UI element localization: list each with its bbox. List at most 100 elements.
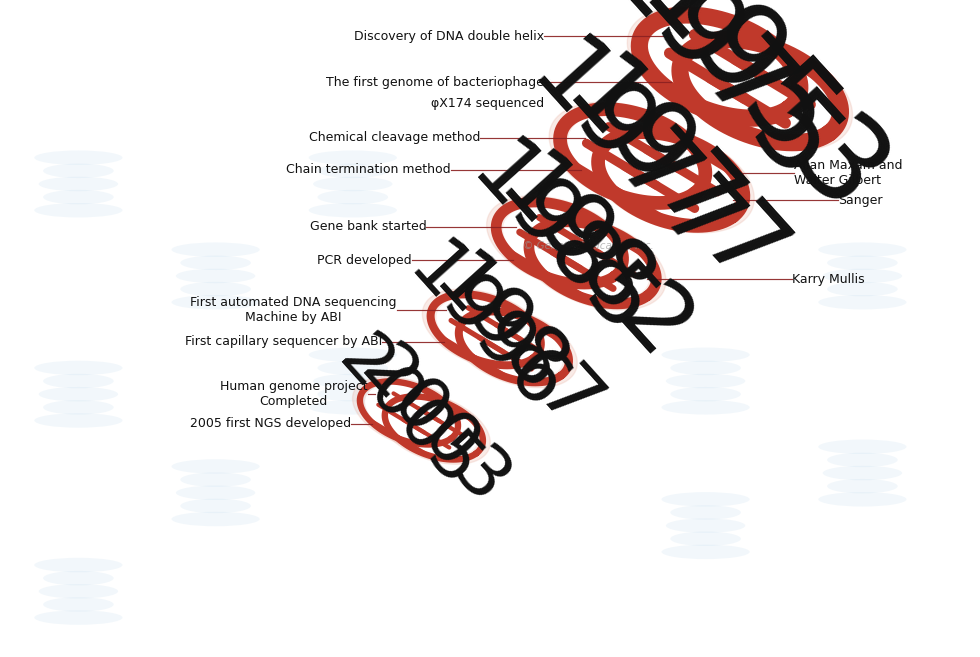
Ellipse shape: [34, 413, 122, 428]
Ellipse shape: [38, 584, 118, 599]
Ellipse shape: [38, 387, 118, 401]
Text: 1975: 1975: [583, 0, 856, 210]
Ellipse shape: [43, 597, 114, 612]
Text: Sanger: Sanger: [838, 194, 882, 207]
Ellipse shape: [180, 282, 251, 296]
Ellipse shape: [313, 374, 392, 388]
Polygon shape: [668, 32, 853, 150]
Text: 1982: 1982: [478, 143, 707, 382]
Text: Chemical cleavage method: Chemical cleavage method: [309, 131, 480, 145]
Ellipse shape: [670, 532, 741, 546]
Text: First capillary sequencer by ABI: First capillary sequencer by ABI: [185, 335, 382, 348]
Ellipse shape: [172, 295, 260, 309]
Ellipse shape: [318, 190, 388, 204]
Ellipse shape: [827, 479, 898, 493]
Ellipse shape: [43, 190, 114, 204]
Ellipse shape: [309, 150, 397, 165]
Polygon shape: [519, 215, 665, 310]
Polygon shape: [587, 125, 755, 233]
Ellipse shape: [34, 610, 122, 625]
Text: 1977: 1977: [511, 28, 755, 284]
Ellipse shape: [818, 440, 906, 454]
Polygon shape: [437, 299, 534, 361]
Polygon shape: [568, 115, 697, 197]
Ellipse shape: [662, 492, 750, 507]
Text: PCR developed: PCR developed: [317, 254, 412, 267]
Ellipse shape: [318, 361, 388, 375]
Text: Discovery of DNA double helix: Discovery of DNA double helix: [354, 30, 544, 43]
Polygon shape: [377, 392, 490, 464]
Ellipse shape: [309, 203, 397, 217]
Polygon shape: [537, 227, 649, 299]
Text: 1953: 1953: [616, 0, 905, 242]
Polygon shape: [549, 102, 716, 210]
Ellipse shape: [827, 282, 898, 296]
Polygon shape: [649, 21, 790, 112]
Ellipse shape: [318, 387, 388, 401]
Text: 1996: 1996: [393, 232, 579, 428]
Ellipse shape: [670, 387, 741, 401]
Ellipse shape: [827, 256, 898, 270]
Text: Chain termination method: Chain termination method: [286, 163, 451, 176]
Ellipse shape: [34, 361, 122, 375]
Ellipse shape: [38, 177, 118, 191]
Text: Gene bank started: Gene bank started: [310, 220, 426, 233]
Ellipse shape: [818, 492, 906, 507]
Ellipse shape: [43, 164, 114, 178]
Ellipse shape: [172, 459, 260, 474]
Ellipse shape: [827, 453, 898, 467]
Text: 2003: 2003: [347, 336, 521, 520]
Polygon shape: [627, 7, 811, 126]
Ellipse shape: [318, 164, 388, 178]
Polygon shape: [353, 376, 466, 449]
Ellipse shape: [665, 518, 745, 533]
Text: 1977: 1977: [542, 45, 799, 313]
Text: 1985: 1985: [452, 129, 668, 356]
Ellipse shape: [43, 400, 114, 415]
Polygon shape: [366, 385, 452, 441]
Text: First automated DNA sequencing
Machine by ABI: First automated DNA sequencing Machine b…: [190, 296, 397, 324]
Polygon shape: [690, 46, 831, 137]
Polygon shape: [504, 207, 615, 279]
Ellipse shape: [34, 203, 122, 217]
Ellipse shape: [43, 374, 114, 388]
Ellipse shape: [662, 400, 750, 415]
Ellipse shape: [818, 242, 906, 257]
Polygon shape: [487, 196, 633, 290]
Ellipse shape: [34, 150, 122, 165]
Ellipse shape: [662, 348, 750, 362]
Ellipse shape: [670, 361, 741, 375]
Text: © Genetic Education Inc.: © Genetic Education Inc.: [522, 241, 654, 252]
Text: Human genome project
Completed: Human genome project Completed: [220, 380, 368, 408]
Polygon shape: [391, 400, 477, 456]
Polygon shape: [422, 289, 549, 371]
Ellipse shape: [309, 348, 397, 362]
Ellipse shape: [313, 177, 392, 191]
Text: Karry Mullis: Karry Mullis: [792, 273, 864, 286]
Ellipse shape: [176, 269, 255, 283]
Ellipse shape: [180, 472, 251, 487]
Ellipse shape: [172, 242, 260, 257]
Ellipse shape: [662, 545, 750, 559]
Text: Allan Maxam and
Walter Gilbert: Allan Maxam and Walter Gilbert: [794, 159, 903, 187]
Ellipse shape: [172, 512, 260, 526]
Text: The first genome of bacteriophage: The first genome of bacteriophage: [326, 76, 544, 89]
Ellipse shape: [818, 295, 906, 309]
Ellipse shape: [34, 558, 122, 572]
Ellipse shape: [822, 269, 902, 283]
Ellipse shape: [665, 374, 745, 388]
Polygon shape: [607, 138, 735, 220]
Text: 2005: 2005: [325, 325, 492, 501]
Polygon shape: [451, 306, 577, 388]
Polygon shape: [466, 315, 563, 378]
Text: 2005 first NGS developed: 2005 first NGS developed: [190, 417, 351, 430]
Text: 1987: 1987: [416, 244, 612, 450]
Text: φX174 sequenced: φX174 sequenced: [431, 97, 544, 110]
Ellipse shape: [309, 400, 397, 415]
Ellipse shape: [180, 499, 251, 513]
Ellipse shape: [670, 505, 741, 520]
Ellipse shape: [180, 256, 251, 270]
Ellipse shape: [176, 486, 255, 500]
Ellipse shape: [43, 571, 114, 585]
Ellipse shape: [822, 466, 902, 480]
